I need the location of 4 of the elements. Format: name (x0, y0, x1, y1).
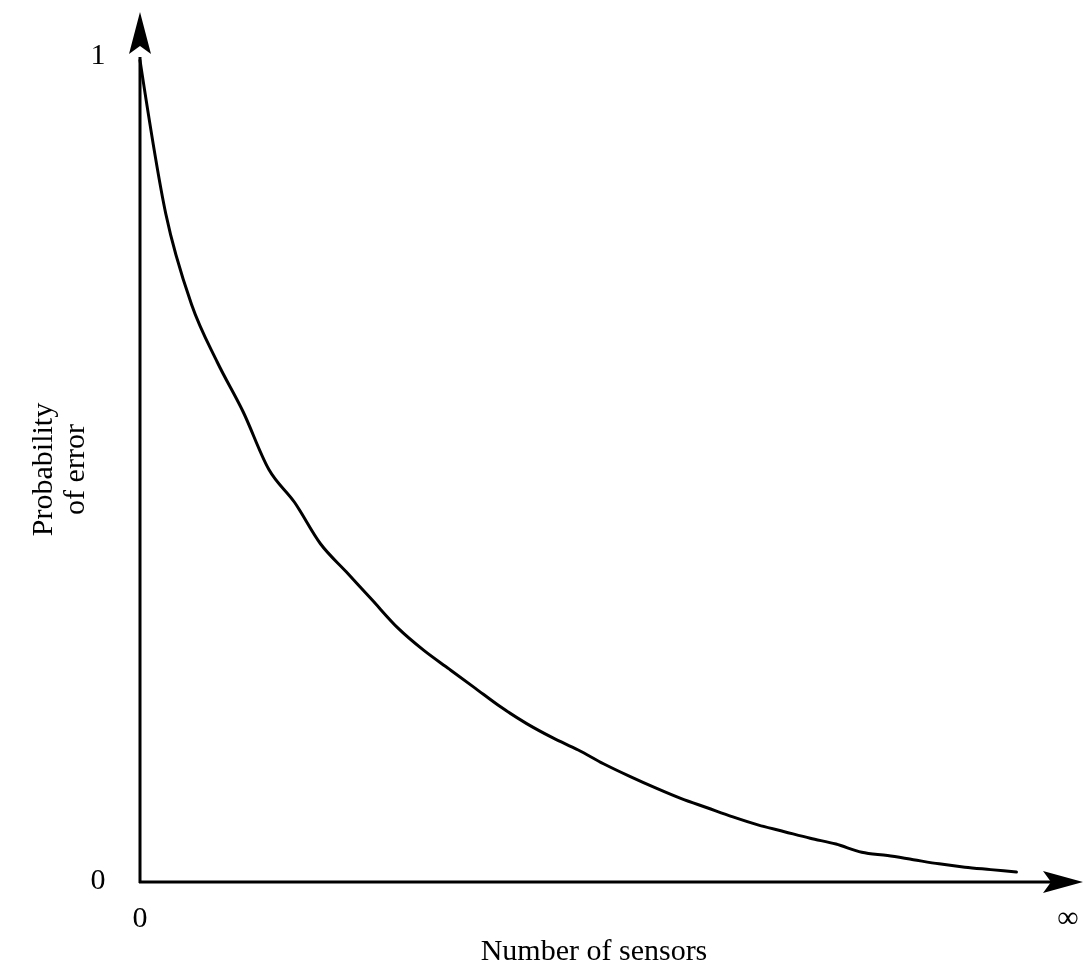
y-axis-title: Probability of error (25, 402, 90, 537)
x-axis-title: Number of sensors (480, 933, 708, 966)
x-tick-label: ∞ (1057, 900, 1079, 933)
y-tick-label: 1 (90, 36, 106, 70)
